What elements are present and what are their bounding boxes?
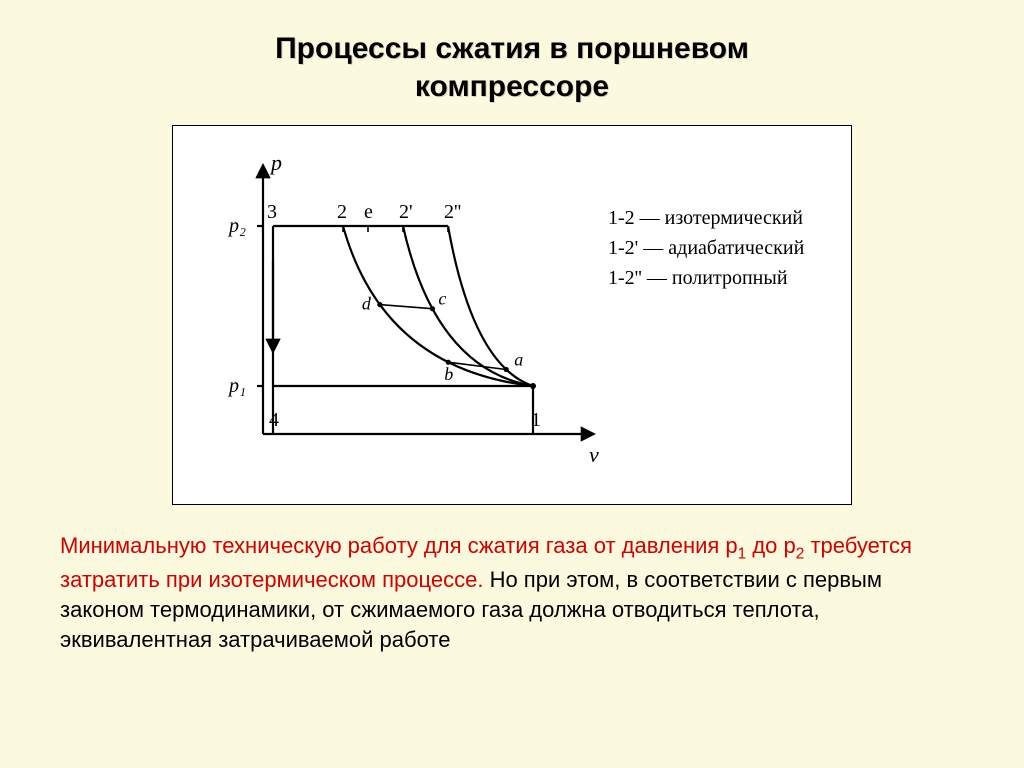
svg-text:b: b [444,364,453,384]
caption-lead-p1: Минимальную техническую работу для сжати… [60,533,738,558]
svg-text:1: 1 [531,409,541,431]
svg-text:e: e [364,201,373,223]
slide: Процессы сжатия в поршневом компрессоре … [0,0,1024,768]
svg-text:4: 4 [269,409,279,431]
svg-text:a: a [514,349,523,369]
svg-text:2: 2 [337,201,347,223]
svg-text:p₂: p₂ [227,215,246,237]
svg-text:p₁: p₁ [227,375,246,397]
caption-sub1: 1 [738,545,747,562]
svg-text:c: c [438,289,446,309]
pv-diagram-svg: p v p₂ p₁ 3 2e 2' 2'' 4 1 d c b a 1-2 — изотермический… [173,126,853,506]
slide-title: Процессы сжатия в поршневом компрессоре [60,30,964,105]
svg-text:2'': 2'' [444,201,461,223]
svg-text:2': 2' [399,201,413,223]
svg-text:1-2' — адиабатический: 1-2' — адиабатический [608,237,805,259]
svg-text:3: 3 [267,201,277,223]
caption: Минимальную техническую работу для сжати… [60,531,964,654]
svg-text:p: p [269,150,282,175]
svg-text:1-2'' — политропный: 1-2'' — политропный [608,267,788,289]
svg-text:v: v [589,442,599,467]
svg-text:1-2 — изотермический: 1-2 — изотермический [608,207,803,229]
svg-text:d: d [362,294,372,314]
title-line1: Процессы сжатия в поршневом [275,32,749,65]
title-line2: компрессоре [415,70,609,103]
caption-lead-p2: до p [746,533,796,558]
pv-diagram: p v p₂ p₁ 3 2e 2' 2'' 4 1 d c b a 1-2 — изотермический… [172,125,852,505]
